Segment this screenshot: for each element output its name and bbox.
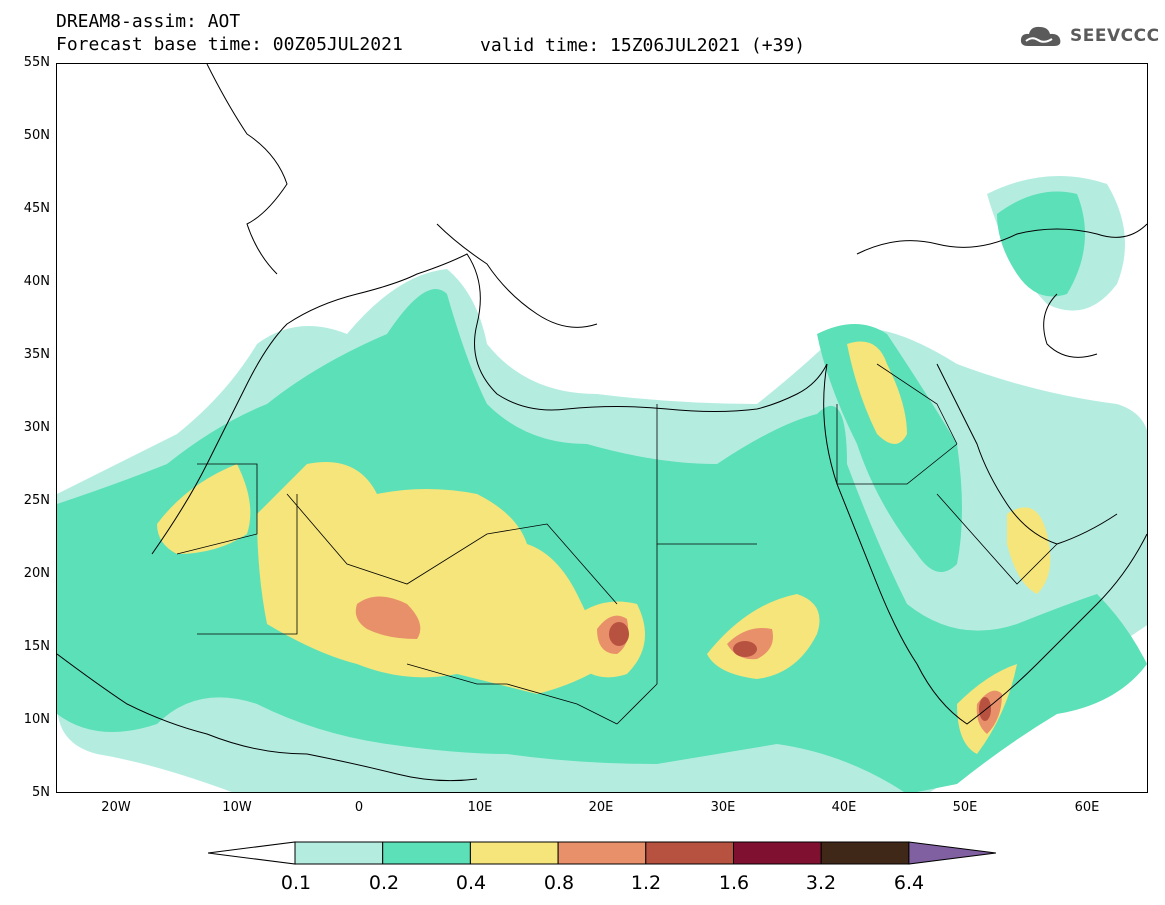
lat-label: 50N — [23, 128, 50, 143]
lat-label: 10N — [23, 712, 50, 727]
colorbar-label: 3.2 — [805, 872, 837, 894]
colorbar-cell — [557, 841, 647, 865]
colorbar-label: 1.6 — [718, 872, 750, 894]
colorbar-cell — [294, 841, 384, 865]
lon-label: 10W — [222, 800, 252, 815]
logo-text: SEEVCCC — [1070, 26, 1160, 46]
lat-label: 25N — [23, 493, 50, 508]
valid-time: valid time: 15Z06JUL2021 (+39) — [480, 35, 806, 56]
map-canvas — [57, 64, 1147, 792]
aot-band-0.4-sahara — [257, 462, 607, 694]
colorbar-label: 0.1 — [280, 872, 312, 894]
lat-label: 30N — [23, 420, 50, 435]
lat-label: 55N — [23, 55, 50, 70]
forecast-base-time: Forecast base time: 00Z05JUL2021 — [56, 34, 403, 55]
aot-band-0.2-caspian — [997, 191, 1085, 297]
lat-label: 45N — [23, 201, 50, 216]
lat-label: 5N — [32, 785, 50, 800]
lat-label: 15N — [23, 639, 50, 654]
colorbar-label: 0.8 — [543, 872, 575, 894]
aot-map — [56, 63, 1148, 793]
aot-band-0.2 — [57, 289, 1147, 792]
colorbar-label: 1.2 — [630, 872, 662, 894]
coastlines — [57, 64, 1147, 782]
aot-contours — [57, 176, 1147, 792]
lon-label: 50E — [952, 800, 978, 815]
lon-label: 30E — [710, 800, 736, 815]
lon-label: 20E — [588, 800, 614, 815]
colorbar-label: 6.4 — [893, 872, 925, 894]
lon-label: 40E — [831, 800, 857, 815]
lat-label: 40N — [23, 274, 50, 289]
lon-label: 10E — [467, 800, 493, 815]
seevccc-logo: SEEVCCC — [1018, 22, 1160, 50]
aot-band-1.2-sudan — [733, 641, 757, 657]
lat-label: 35N — [23, 347, 50, 362]
aot-colorbar — [208, 841, 996, 865]
aot-band-1.2-somalia — [979, 697, 991, 721]
country-borders — [176, 363, 1058, 725]
lon-label: 0 — [354, 800, 364, 815]
colorbar-cell — [733, 841, 822, 865]
aot-band-0.4-arabia — [1007, 507, 1051, 594]
colorbar-cell-high — [908, 841, 996, 865]
colorbar-cell — [469, 841, 559, 865]
aot-band-0.2-mideast — [817, 324, 962, 572]
colorbar-cell — [820, 841, 910, 865]
aot-band-1.2-chad — [609, 622, 629, 646]
lon-label: 20W — [101, 800, 131, 815]
colorbar-cell-low — [208, 841, 296, 865]
aot-band-0.4-iraq — [847, 341, 907, 444]
aot-band-0.4-westafrica — [157, 464, 251, 554]
colorbar-cell — [382, 841, 471, 865]
map-title: DREAM8-assim: AOT — [56, 11, 241, 32]
colorbar-cell — [645, 841, 734, 865]
lon-label: 60E — [1074, 800, 1100, 815]
lat-label: 20N — [23, 566, 50, 581]
aot-band-0.8-mali — [355, 596, 421, 639]
colorbar-label: 0.4 — [455, 872, 487, 894]
cloud-icon — [1020, 26, 1061, 46]
colorbar-label: 0.2 — [368, 872, 400, 894]
